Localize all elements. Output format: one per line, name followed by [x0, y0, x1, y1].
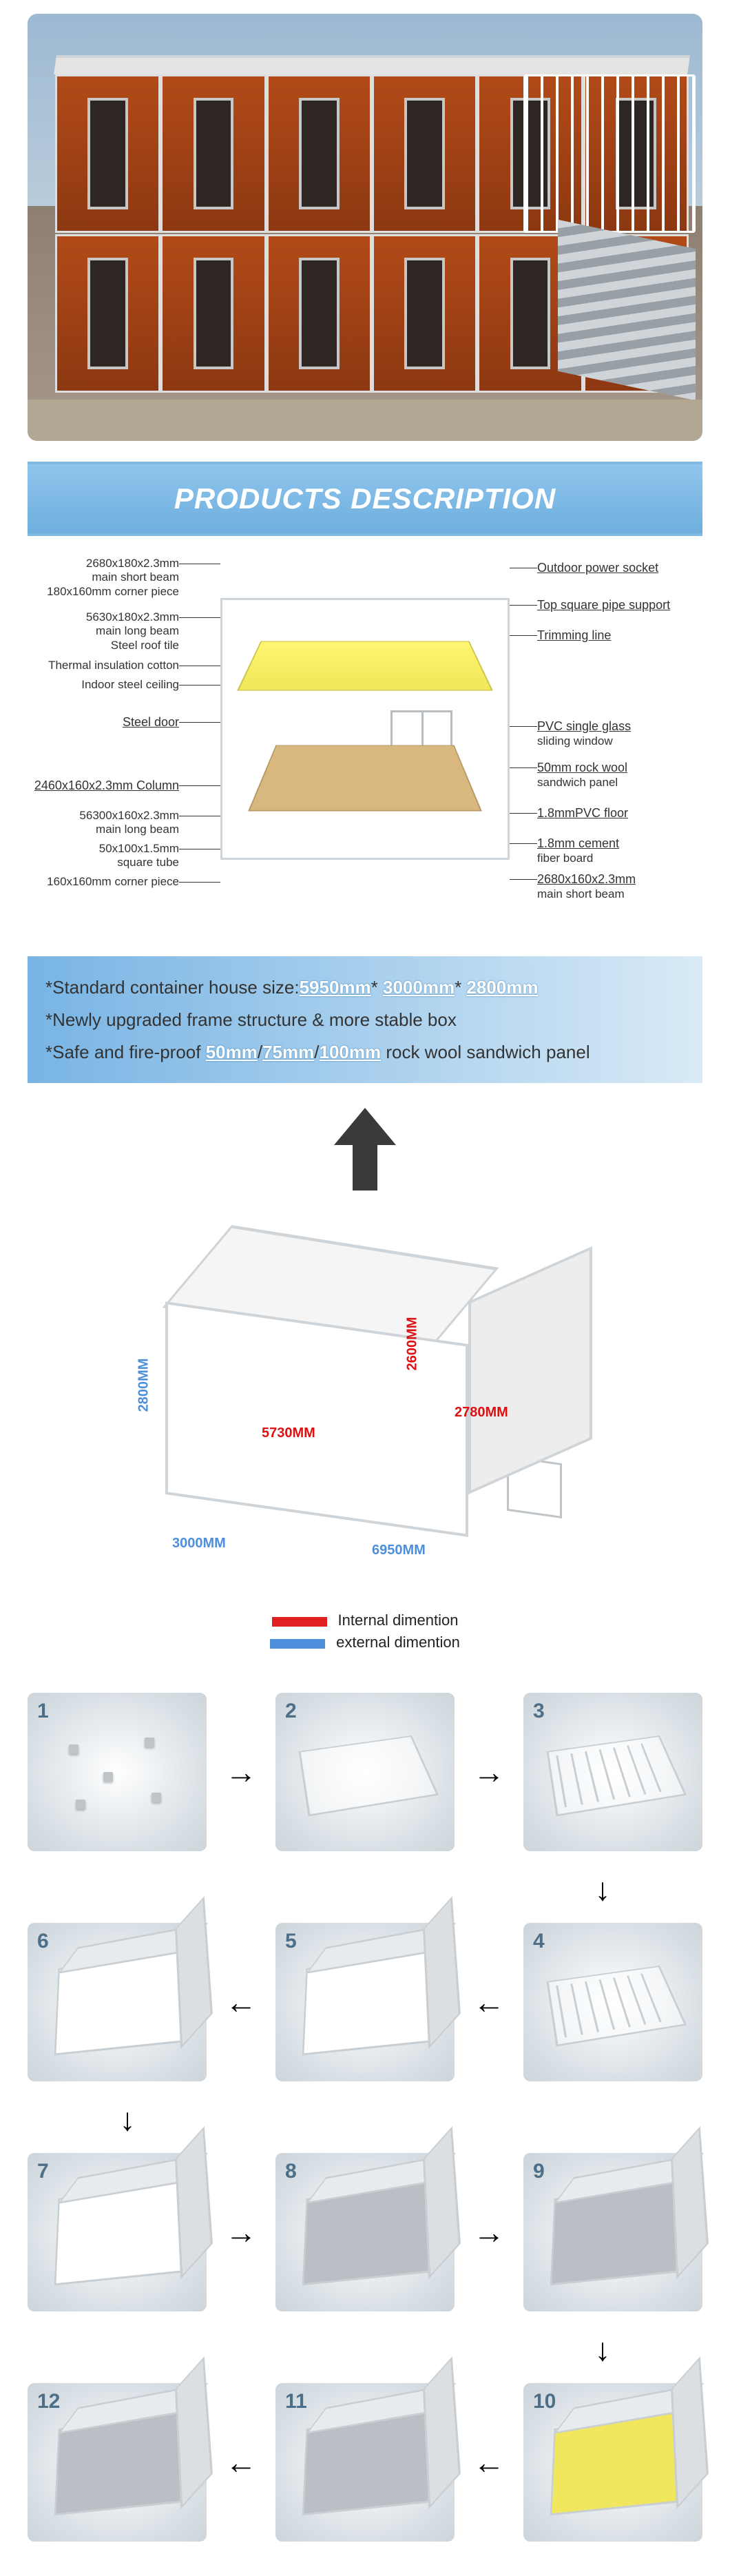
arrow-up-icon — [28, 1108, 702, 1194]
assembly-step-3: 3 — [523, 1693, 702, 1851]
diagram-label: 2680x180x2.3mmmain short beam180x160mm c… — [47, 557, 179, 599]
diagram-label: Thermal insulation cotton — [48, 659, 179, 672]
diagram-label: Top square pipe support — [537, 598, 670, 613]
assembly-step-1: 1 — [28, 1693, 207, 1851]
assembly-step-12: 12 — [28, 2383, 207, 2542]
arrow-icon: ← — [217, 1978, 265, 2026]
assembly-step-11: 11 — [275, 2383, 455, 2542]
dim-ext-depth: 3000MM — [172, 1536, 226, 1552]
diagram-label: 1.8mmPVC floor — [537, 806, 628, 821]
assembly-step-9: 9 — [523, 2153, 702, 2311]
diagram-label: Trimming line — [537, 628, 611, 643]
assembly-step-6: 6 — [28, 1923, 207, 2081]
diagram-label: 56300x160x2.3mmmain long beam — [79, 809, 179, 837]
arrow-icon: ← — [465, 2438, 513, 2486]
diagram-label: 2680x160x2.3mmmain short beam — [537, 872, 636, 901]
diagram-label: 5630x180x2.3mmmain long beamSteel roof t… — [86, 610, 179, 652]
dimension-diagram: 2800MM 2600MM 5730MM 2780MM 3000MM 6950M… — [83, 1219, 647, 1591]
dim-ext-height: 2800MM — [136, 1359, 152, 1412]
arrow-icon: ↓ — [578, 1865, 627, 1913]
assembly-step-8: 8 — [275, 2153, 455, 2311]
assembly-step-2: 2 — [275, 1693, 455, 1851]
section-title: PRODUCTS DESCRIPTION — [28, 462, 702, 536]
arrow-icon: → — [465, 2208, 513, 2256]
arrow-icon: → — [217, 1748, 265, 1796]
assembly-step-5: 5 — [275, 1923, 455, 2081]
diagram-label: 50x100x1.5mmsquare tube — [99, 842, 179, 870]
arrow-icon: ↓ — [103, 2095, 152, 2143]
balcony-railing — [523, 74, 696, 233]
assembly-step-10: 10 — [523, 2383, 702, 2542]
arrow-icon: → — [217, 2208, 265, 2256]
diagram-label: Indoor steel ceiling — [81, 678, 179, 692]
diagram-label: 50mm rock woolsandwich panel — [537, 761, 627, 790]
diagram-window — [390, 710, 452, 779]
building-illustration — [55, 55, 689, 400]
diagram-label: 2460x160x2.3mm Column — [34, 779, 179, 794]
diagram-label: Steel door — [123, 715, 179, 730]
diagram-label: Outdoor power socket — [537, 561, 658, 576]
info-callout: *Standard container house size:5950mm* 3… — [28, 956, 702, 1083]
assembly-step-4: 4 — [523, 1923, 702, 2081]
diagram-label: 1.8mm cementfiber board — [537, 836, 619, 865]
arrow-icon: → — [465, 1748, 513, 1796]
diagram-label: 160x160mm corner piece — [47, 875, 179, 889]
dim-int-height: 2600MM — [404, 1317, 420, 1371]
dim-ext-width: 6950MM — [372, 1543, 426, 1558]
exploded-diagram: 2680x180x2.3mmmain short beam180x160mm c… — [28, 557, 702, 942]
dim-int-width: 5730MM — [262, 1425, 315, 1441]
dimension-legend: Internal dimention external dimention — [28, 1611, 702, 1651]
hero-photo — [28, 14, 702, 441]
arrow-icon: ↓ — [578, 2325, 627, 2373]
diagram-label: PVC single glasssliding window — [537, 719, 631, 748]
legend-external: external dimention — [336, 1634, 460, 1651]
dim-int-depth: 2780MM — [455, 1405, 508, 1421]
arrow-icon: ← — [217, 2438, 265, 2486]
assembly-steps: 1→2→3↓6←5←4↓7→8→9↓12←11←10 — [28, 1693, 702, 2542]
legend-internal: Internal dimention — [338, 1611, 459, 1629]
exterior-stairs — [558, 220, 696, 401]
arrow-icon: ← — [465, 1978, 513, 2026]
assembly-step-7: 7 — [28, 2153, 207, 2311]
